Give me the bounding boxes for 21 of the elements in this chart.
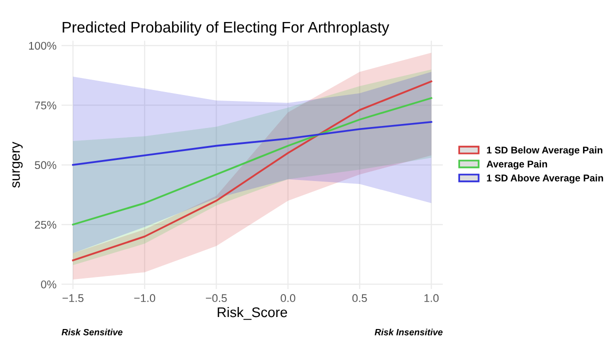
y-tick-label: 0% [41,280,56,288]
line-series [72,121,432,166]
y-axis-title: surgery [12,142,23,188]
legend-label: Average Pain [486,160,548,170]
y-tick-label: 100% [29,42,56,50]
x-tick-label: −1.5 [62,294,84,302]
line-series [72,97,432,226]
y-tick-label: 25% [34,220,56,229]
legend-label: 1 SD Below Average Pain [487,146,602,156]
x-tick-label: −1.0 [134,294,156,302]
legend-label: 1 SD Above Average Pain [487,174,604,184]
y-tick-label: 75% [34,102,56,110]
text: Risk Insensitive [374,328,443,336]
y-tick-label: 50% [34,161,56,170]
x-tick-label: 0.0 [280,294,296,302]
chart-title: Predicted Probability of Electing For Arthroplasty [62,21,390,36]
x-tick-label: −0.5 [206,294,227,302]
x-tick-label: 0.5 [352,294,367,302]
x-axis-title: Risk_Score [218,306,288,320]
text: Risk Sensitive [62,328,122,336]
x-tick-label: 1.0 [424,294,439,302]
